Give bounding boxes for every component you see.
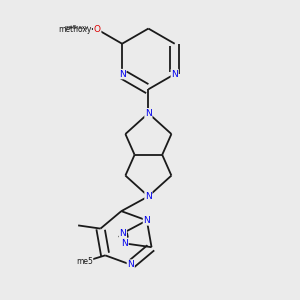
Text: N: N (145, 192, 152, 201)
Text: methoxy: methoxy (58, 25, 92, 34)
Text: N: N (119, 70, 125, 79)
Text: N: N (171, 70, 178, 79)
Text: methoxy: methoxy (64, 25, 88, 30)
Text: N: N (128, 260, 134, 269)
Text: N: N (119, 229, 126, 238)
Text: N: N (143, 216, 150, 225)
Text: N: N (145, 109, 152, 118)
Text: O: O (94, 25, 101, 34)
Text: N: N (121, 239, 128, 248)
Text: me5: me5 (76, 257, 93, 266)
